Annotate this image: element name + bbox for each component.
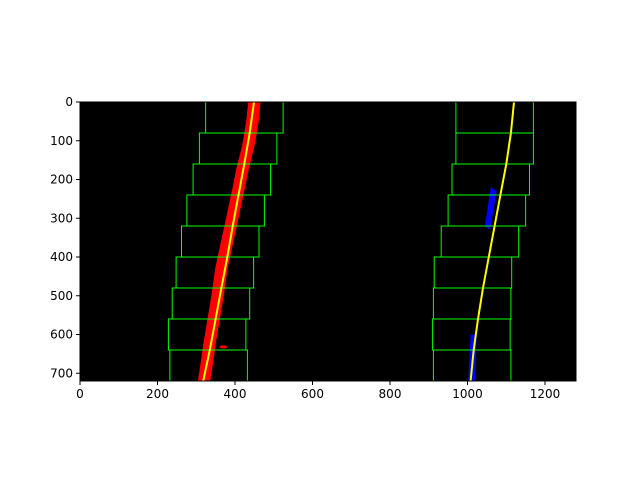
x-axis: 0 200 400 600 800 1000 1200 <box>76 381 560 401</box>
right-lane-fit-curve <box>469 102 515 381</box>
x-tick-label-600: 600 <box>301 387 324 401</box>
x-tick-label-800: 800 <box>379 387 402 401</box>
left-lane-window-9 <box>205 102 284 134</box>
y-tick-label-300: 300 <box>50 211 73 225</box>
y-tick-label-0: 0 <box>65 95 73 109</box>
right-lane-pixels-1 <box>484 187 497 230</box>
y-axis: 0 100 200 300 400 500 600 700 <box>50 95 80 380</box>
plot-frame <box>79 101 577 382</box>
x-tick-label-200: 200 <box>146 387 169 401</box>
y-tick-label-400: 400 <box>50 250 73 264</box>
plot-content <box>167 102 534 381</box>
left-lane-fit-curve <box>202 102 255 381</box>
plot-area <box>80 102 576 381</box>
y-tick-label-500: 500 <box>50 289 73 303</box>
y-tick-label-100: 100 <box>50 134 73 148</box>
right-lane-window-9 <box>455 102 534 134</box>
x-tick-label-400: 400 <box>224 387 247 401</box>
x-tick-label-1000: 1000 <box>452 387 483 401</box>
x-tick-label-1200: 1200 <box>530 387 561 401</box>
y-tick-label-700: 700 <box>50 366 73 380</box>
y-tick-label-200: 200 <box>50 173 73 187</box>
left-lane-stray-pixels <box>219 345 228 349</box>
y-tick-label-600: 600 <box>50 328 73 342</box>
x-tick-label-0: 0 <box>76 387 84 401</box>
